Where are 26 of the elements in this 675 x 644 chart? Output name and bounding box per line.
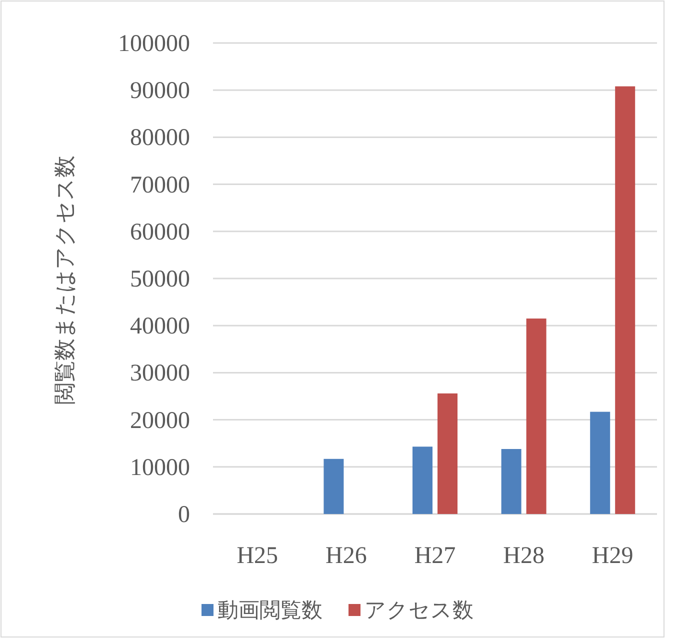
- y-axis-title: 閲覧数またはアクセス数: [52, 156, 77, 404]
- x-tick-label: H26: [326, 543, 367, 569]
- bar: [526, 318, 546, 514]
- y-tick-label: 70000: [130, 172, 190, 198]
- legend-label: 動画閲覧数: [218, 598, 322, 622]
- x-tick-label: H27: [414, 543, 456, 569]
- y-tick-label: 80000: [130, 125, 190, 152]
- legend-label: アクセス数: [364, 598, 474, 622]
- bar: [412, 446, 432, 514]
- y-tick-label: 90000: [130, 78, 190, 104]
- y-tick-label: 20000: [130, 408, 190, 434]
- bar: [501, 449, 522, 514]
- bar: [438, 393, 458, 514]
- x-tick-label: H29: [592, 543, 634, 569]
- bar: [615, 86, 636, 514]
- x-tick-label: H28: [503, 543, 544, 569]
- y-tick-label: 10000: [130, 454, 190, 481]
- y-tick-label: 40000: [130, 314, 190, 340]
- y-tick-label: 0: [178, 502, 190, 528]
- x-tick-label: H25: [236, 543, 278, 569]
- bar: [324, 458, 344, 514]
- y-tick-label: 60000: [130, 219, 190, 246]
- y-tick-label: 30000: [130, 360, 190, 387]
- bar: [590, 412, 610, 514]
- y-tick-label: 50000: [130, 266, 190, 292]
- y-tick-label: 100000: [118, 31, 190, 57]
